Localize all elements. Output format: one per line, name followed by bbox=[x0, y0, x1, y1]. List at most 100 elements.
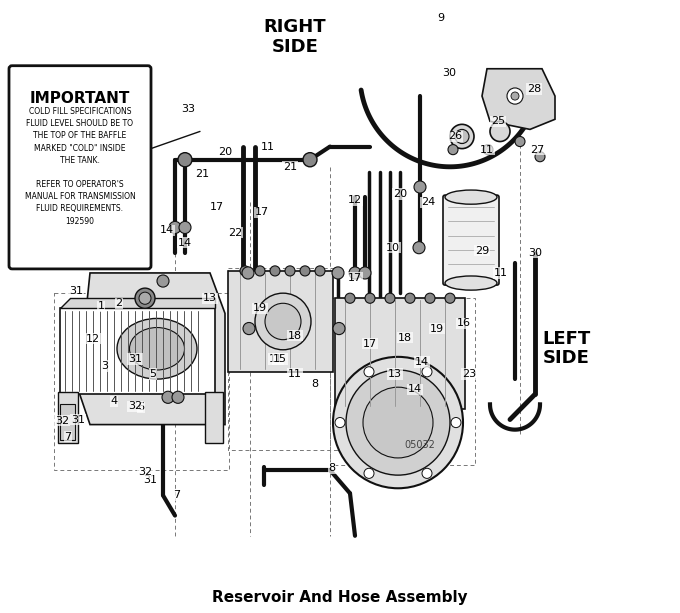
Circle shape bbox=[333, 322, 345, 335]
Bar bbox=[60, 405, 75, 440]
Ellipse shape bbox=[445, 190, 497, 204]
Circle shape bbox=[135, 288, 155, 308]
Text: 10: 10 bbox=[386, 243, 400, 253]
Text: 4: 4 bbox=[110, 397, 118, 406]
Text: Reservoir And Hose Assembly: Reservoir And Hose Assembly bbox=[212, 590, 468, 605]
Text: 7: 7 bbox=[173, 490, 181, 500]
Text: LEFT
SIDE: LEFT SIDE bbox=[542, 330, 590, 367]
Bar bbox=[205, 392, 223, 443]
Circle shape bbox=[445, 293, 455, 303]
Circle shape bbox=[169, 221, 181, 234]
Text: 30: 30 bbox=[528, 248, 542, 257]
Circle shape bbox=[172, 391, 184, 403]
Text: 14: 14 bbox=[160, 226, 174, 235]
Text: 2: 2 bbox=[116, 299, 122, 308]
Text: 11: 11 bbox=[288, 369, 302, 379]
Circle shape bbox=[405, 293, 415, 303]
Text: 18: 18 bbox=[288, 330, 302, 341]
FancyBboxPatch shape bbox=[9, 66, 151, 269]
Circle shape bbox=[414, 181, 426, 193]
Text: 23: 23 bbox=[462, 369, 476, 379]
Text: 29: 29 bbox=[475, 246, 489, 256]
Circle shape bbox=[179, 221, 191, 234]
Text: 24: 24 bbox=[421, 197, 435, 207]
Circle shape bbox=[255, 266, 265, 276]
Circle shape bbox=[422, 468, 432, 478]
Text: 15: 15 bbox=[273, 354, 287, 364]
Circle shape bbox=[385, 293, 395, 303]
Circle shape bbox=[345, 293, 355, 303]
Ellipse shape bbox=[117, 318, 197, 379]
Text: 19: 19 bbox=[430, 324, 444, 333]
Circle shape bbox=[535, 151, 545, 162]
FancyBboxPatch shape bbox=[443, 195, 499, 285]
Circle shape bbox=[243, 322, 255, 335]
Text: 11: 11 bbox=[480, 145, 494, 154]
Text: 31: 31 bbox=[128, 354, 142, 364]
Text: RIGHT
SIDE: RIGHT SIDE bbox=[264, 18, 326, 56]
Bar bbox=[54, 293, 229, 470]
Text: 13: 13 bbox=[388, 369, 402, 379]
Text: 11: 11 bbox=[494, 268, 508, 278]
Circle shape bbox=[450, 124, 474, 148]
Bar bbox=[60, 308, 215, 394]
Circle shape bbox=[332, 267, 344, 279]
Text: 05032: 05032 bbox=[405, 440, 435, 450]
Text: COLD FILL SPECIFICATIONS
FLUID LEVEL SHOULD BE TO
THE TOP OF THE BAFFLE
MARKED ": COLD FILL SPECIFICATIONS FLUID LEVEL SHO… bbox=[24, 107, 135, 226]
Text: 19: 19 bbox=[253, 303, 267, 313]
Text: 20: 20 bbox=[218, 147, 232, 157]
Text: 11: 11 bbox=[261, 142, 275, 151]
Circle shape bbox=[162, 391, 174, 403]
Text: 31: 31 bbox=[143, 475, 157, 485]
Circle shape bbox=[346, 370, 450, 475]
Text: 7: 7 bbox=[65, 432, 71, 442]
Circle shape bbox=[157, 275, 169, 287]
Circle shape bbox=[335, 417, 345, 428]
Text: 17: 17 bbox=[348, 273, 362, 283]
Circle shape bbox=[240, 266, 250, 276]
Circle shape bbox=[270, 266, 280, 276]
Circle shape bbox=[413, 242, 425, 254]
Text: 32: 32 bbox=[138, 467, 152, 477]
Text: 21: 21 bbox=[195, 169, 209, 179]
Circle shape bbox=[333, 357, 463, 489]
Circle shape bbox=[303, 153, 317, 167]
Text: 17: 17 bbox=[363, 339, 377, 349]
Text: 20: 20 bbox=[393, 189, 407, 199]
Text: 14: 14 bbox=[408, 384, 422, 394]
Text: 12: 12 bbox=[86, 333, 100, 344]
Circle shape bbox=[265, 303, 301, 340]
Text: 22: 22 bbox=[228, 227, 242, 237]
Text: 8: 8 bbox=[311, 379, 318, 389]
Circle shape bbox=[507, 88, 523, 104]
Text: 14: 14 bbox=[178, 238, 192, 248]
Ellipse shape bbox=[129, 327, 184, 370]
Circle shape bbox=[483, 145, 493, 154]
Polygon shape bbox=[60, 298, 215, 308]
Circle shape bbox=[511, 92, 519, 100]
Text: 26: 26 bbox=[448, 131, 462, 142]
Circle shape bbox=[425, 293, 435, 303]
Text: 21: 21 bbox=[283, 162, 297, 172]
Circle shape bbox=[242, 267, 254, 279]
Text: 13: 13 bbox=[203, 293, 217, 303]
Bar bbox=[228, 268, 338, 450]
Circle shape bbox=[448, 145, 458, 154]
Text: 32: 32 bbox=[55, 416, 69, 425]
Circle shape bbox=[363, 387, 433, 458]
Circle shape bbox=[515, 137, 525, 147]
Text: 9: 9 bbox=[437, 13, 445, 23]
Text: 33: 33 bbox=[181, 104, 195, 114]
Circle shape bbox=[255, 293, 311, 350]
Circle shape bbox=[422, 367, 432, 377]
Bar bbox=[330, 298, 475, 465]
Circle shape bbox=[300, 266, 310, 276]
Circle shape bbox=[490, 121, 510, 142]
Bar bbox=[335, 298, 465, 409]
Polygon shape bbox=[78, 273, 225, 425]
Text: 18: 18 bbox=[398, 333, 412, 343]
Text: 16: 16 bbox=[457, 319, 471, 329]
Text: 28: 28 bbox=[527, 84, 541, 94]
Circle shape bbox=[359, 267, 371, 279]
Circle shape bbox=[365, 293, 375, 303]
